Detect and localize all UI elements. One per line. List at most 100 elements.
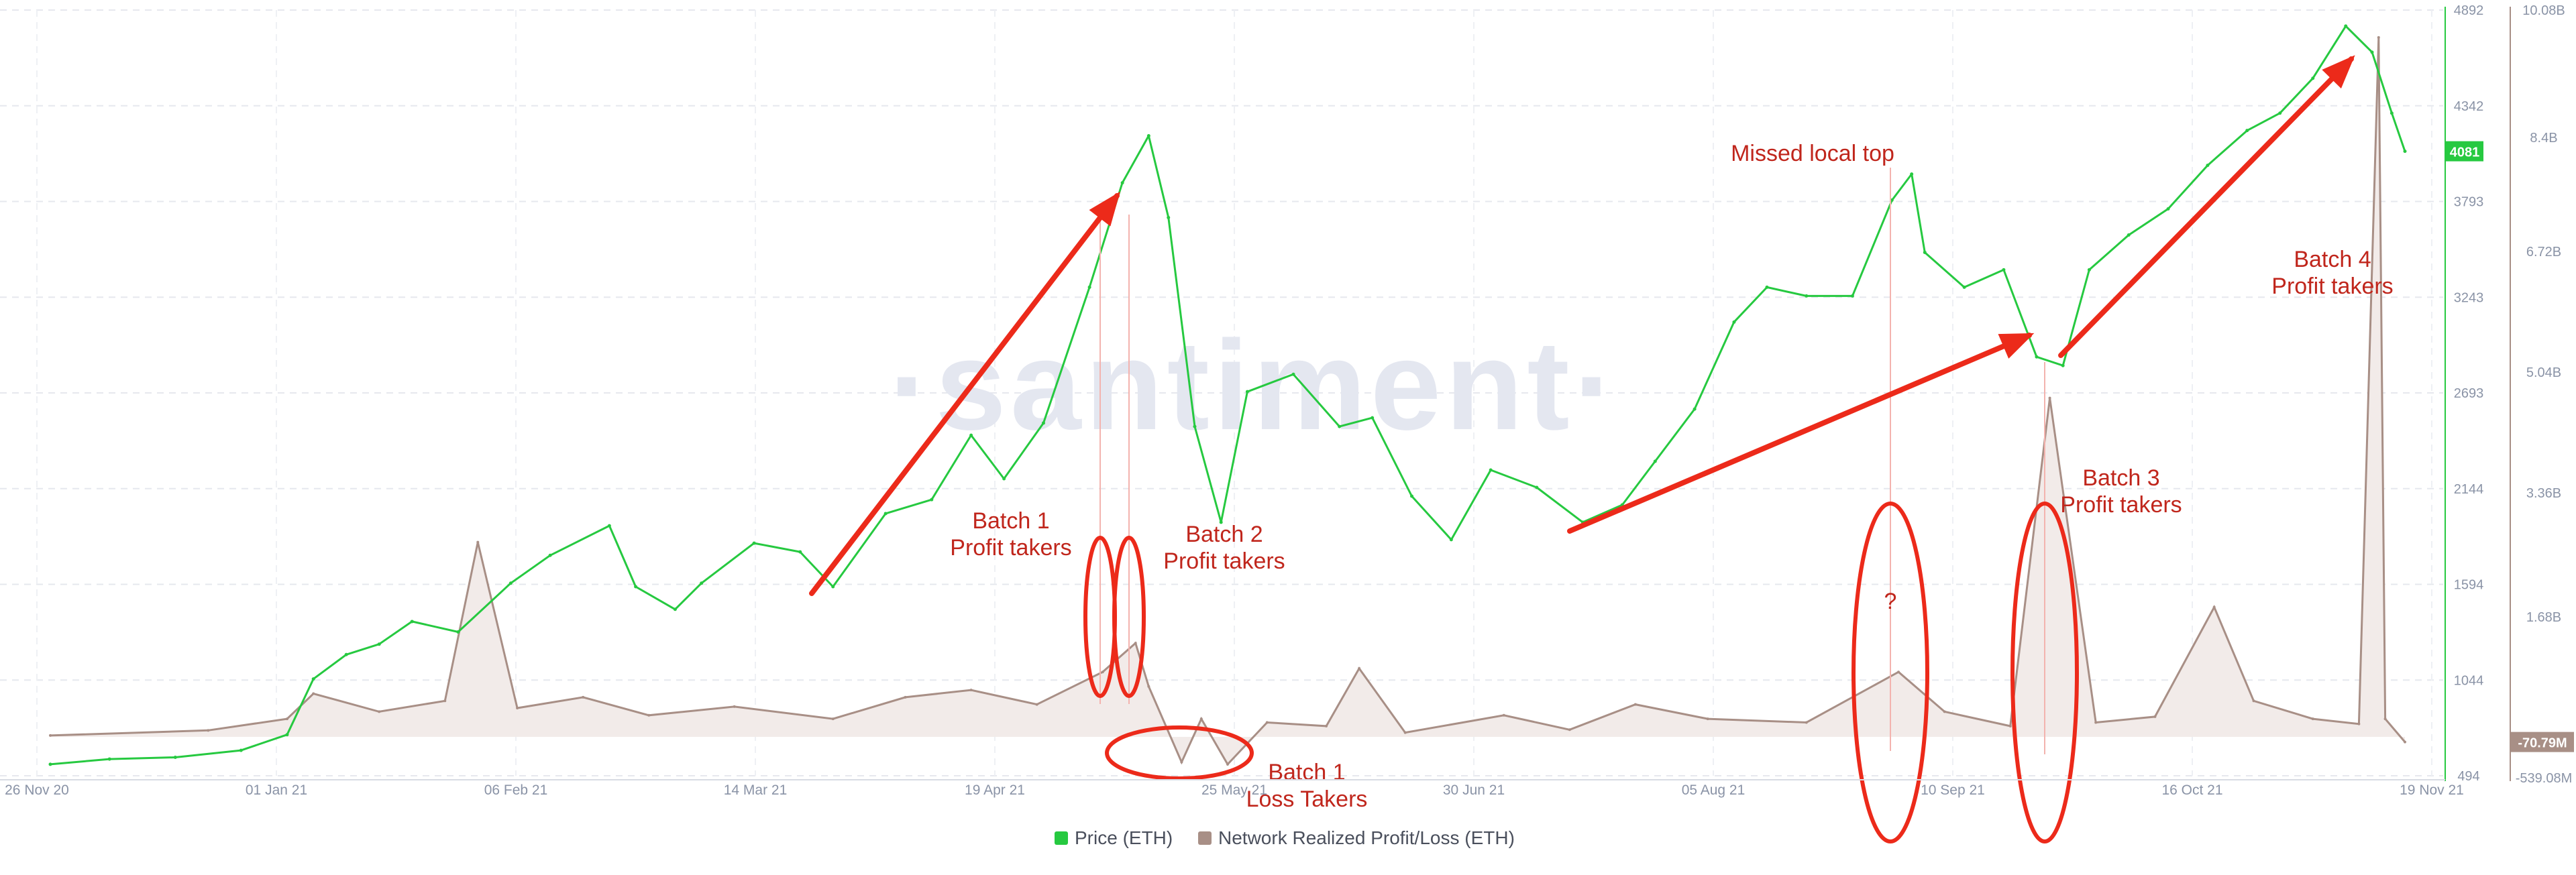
price-point [2278,111,2282,115]
profit-loss-point [1226,762,1229,766]
price-point [1146,133,1150,137]
profit-loss-point [1199,717,1203,721]
profit-loss-point [285,717,288,721]
y-left-tick-label: 4342 [2454,99,2484,114]
x-tick-label: 19 Nov 21 [2400,782,2464,798]
profit-loss-point [647,713,651,717]
legend-label[interactable]: Price (ETH) [1075,827,1173,848]
legend-swatch[interactable] [1055,831,1068,845]
price-point [2403,150,2407,154]
profit-loss-point [2153,715,2157,718]
price-point [377,642,381,646]
price-point [1449,538,1453,542]
price-point [1002,477,1006,481]
profit-loss-point [443,699,447,703]
y-right-tick-label: 5.04B [2526,365,2561,380]
annotation-question: ? [1884,589,1897,614]
current-price-label: 4081 [2450,145,2480,160]
profit-loss-point [2094,721,2098,724]
price-point [607,524,611,528]
price-point [2311,76,2315,80]
y-right-tick-label: 10.08B [2522,3,2565,18]
profit-loss-point [312,692,315,695]
price-point [456,630,460,634]
legend-label[interactable]: Network Realized Profit/Loss (ETH) [1218,827,1515,848]
y-left-tick-label: 3793 [2454,195,2484,210]
annotation-batch2-profit: Batch 2 Profit takers [1163,522,1285,574]
profit-loss-point [1805,721,1808,724]
profit-loss-point [1706,717,1709,721]
price-point [1120,181,1124,185]
price-point [1693,407,1697,411]
legend-swatch[interactable] [1198,831,1212,845]
y-left-tick-label: 4892 [2454,3,2484,18]
profit-loss-point [1134,642,1137,645]
x-tick-label: 26 Nov 20 [5,782,69,798]
profit-loss-point [969,689,973,692]
profit-loss-point [1943,710,1946,713]
current-pl-label: -70.79M [2518,736,2567,751]
price-point [2087,268,2091,272]
highlight-ellipse [1105,725,1254,780]
annotation-line: Profit takers [2060,492,2182,518]
price-point [1371,416,1375,420]
annotation-batch1-loss: Batch 1 Loss Takers [1246,760,1368,812]
y-right-tick-label: 8.4B [2530,131,2557,145]
price-point [634,585,638,589]
price-line [50,25,2406,766]
price-point [2206,164,2210,168]
y-left-tick-label: 1044 [2454,673,2484,688]
price-point [1338,424,1342,428]
price-point [2344,24,2348,28]
trend-arrow-head [1998,333,2035,359]
trend-arrow-3 [2058,56,2354,358]
x-tick-label: 10 Sep 21 [1921,782,1985,798]
profit-loss-point [2311,717,2314,721]
profit-loss-point [207,729,210,732]
annotation-batch3-profit: Batch 3 Profit takers [2060,465,2182,518]
price-point [285,733,289,737]
annotation-missed-top: Missed local top [1731,141,1894,166]
legend[interactable]: Price (ETH) Network Realized Profit/Loss … [1055,827,1515,848]
price-point [1732,320,1736,324]
x-tick-label: 01 Jan 21 [246,782,307,798]
price-point [1087,285,1091,289]
profit-loss-point [1180,760,1183,764]
price-point [548,553,552,557]
price-point [1291,372,1295,376]
trend-arrow-2 [1567,333,2032,534]
profit-loss-point [1265,721,1269,724]
price-point [344,652,348,656]
profit-loss-point [2357,722,2361,725]
trend-arrow-head [1089,191,1120,227]
x-tick-label: 14 Mar 21 [724,782,788,798]
price-point [1962,285,1966,289]
price-point [2127,233,2131,237]
annotation-line: Batch 1 [972,508,1049,534]
price-point [48,762,52,766]
price-point [2002,268,2006,272]
price-point [2390,111,2394,115]
profit-loss-point [1035,703,1038,706]
annotation-batch4-profit: Batch 4 Profit takers [2271,247,2393,299]
profit-loss-point [2048,396,2051,400]
price-point [1410,494,1414,498]
profit-loss-point [1502,713,1505,717]
profit-loss-point [1633,703,1637,706]
y-right-tick-label: 3.36B [2526,486,2561,501]
price-point [311,677,315,681]
profit-loss-point [1147,685,1150,688]
price-point [883,512,888,516]
y-left-tick-label: 494 [2457,769,2479,784]
y-left-tick-label: 1594 [2454,578,2484,593]
y-left-tick-label: 2144 [2454,482,2484,497]
price-point [831,585,835,589]
profit-loss-point [2252,699,2255,703]
annotation-line: Batch 3 [2082,465,2159,491]
price-point [1041,421,1045,425]
profit-loss-point [733,705,736,708]
x-tick-label: 30 Jun 21 [1443,782,1505,798]
price-series [48,24,2407,766]
annotation-batch1-profit: Batch 1 Profit takers [950,508,1071,561]
price-point [700,581,704,585]
